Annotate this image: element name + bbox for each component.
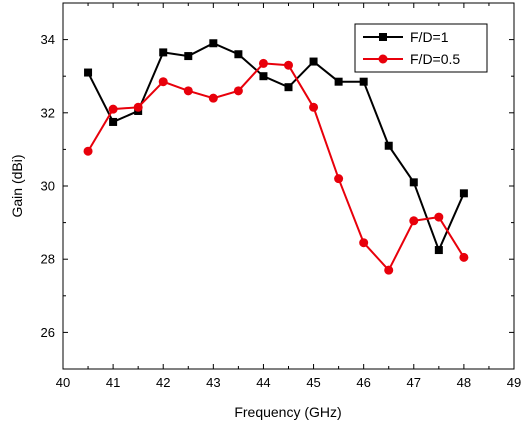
data-point [259, 72, 268, 81]
data-point [133, 102, 143, 112]
y-tick-label: 28 [41, 252, 55, 267]
x-axis-title: Frequency (GHz) [234, 404, 341, 420]
data-point [158, 77, 168, 87]
data-point [334, 77, 343, 86]
legend-label: F/D=1 [410, 29, 449, 45]
data-point [159, 48, 168, 57]
data-point [459, 189, 468, 198]
data-point [233, 86, 243, 96]
data-point [434, 212, 444, 222]
data-point [184, 52, 193, 61]
x-tick-label: 49 [507, 375, 521, 390]
data-point [284, 60, 293, 70]
data-point [359, 77, 368, 86]
series-line [87, 62, 465, 272]
data-point [359, 238, 369, 248]
data-point [84, 68, 93, 77]
data-point [209, 39, 218, 48]
y-tick-label: 26 [41, 325, 55, 340]
data-point [334, 174, 344, 184]
data-point [208, 93, 218, 103]
y-tick-label: 30 [41, 179, 55, 194]
data-point [258, 58, 268, 68]
series-line [87, 42, 465, 253]
legend-entry: F/D=1 [363, 29, 449, 45]
x-tick-label: 48 [457, 375, 471, 390]
data-point [83, 146, 93, 156]
series-layer [83, 39, 469, 275]
data-point [434, 246, 443, 255]
x-tick-label: 42 [156, 375, 170, 390]
data-point [108, 104, 118, 114]
data-point [384, 265, 394, 275]
data-point [459, 252, 469, 262]
data-point [309, 57, 318, 66]
x-tick-label: 43 [206, 375, 220, 390]
x-tick-label: 41 [106, 375, 120, 390]
data-point [109, 117, 118, 126]
y-axis-title: Gain (dBi) [9, 154, 25, 217]
data-point [409, 178, 418, 187]
y-tick-label: 34 [41, 32, 55, 47]
series-2 [83, 58, 469, 275]
x-tick-label: 44 [256, 375, 270, 390]
x-axis-ticks: 40 41 42 43 44 45 46 47 48 49 [56, 3, 521, 390]
data-point [384, 141, 393, 150]
y-tick-label: 32 [41, 105, 55, 120]
legend: F/D=1 F/D=0.5 [354, 23, 488, 73]
legend-marker [378, 54, 388, 64]
legend-label: F/D=0.5 [410, 51, 460, 67]
x-tick-label: 40 [56, 375, 70, 390]
x-tick-label: 47 [407, 375, 421, 390]
x-tick-label: 45 [306, 375, 320, 390]
legend-marker [379, 33, 387, 41]
data-point [183, 86, 193, 96]
legend-entry: F/D=0.5 [363, 51, 460, 67]
data-point [234, 50, 243, 59]
x-tick-label: 46 [356, 375, 370, 390]
data-point [309, 102, 319, 112]
data-point [409, 216, 419, 226]
legend-box [354, 23, 488, 73]
y-axis-ticks: 26 28 30 32 34 [41, 2, 514, 370]
data-point [284, 83, 293, 92]
